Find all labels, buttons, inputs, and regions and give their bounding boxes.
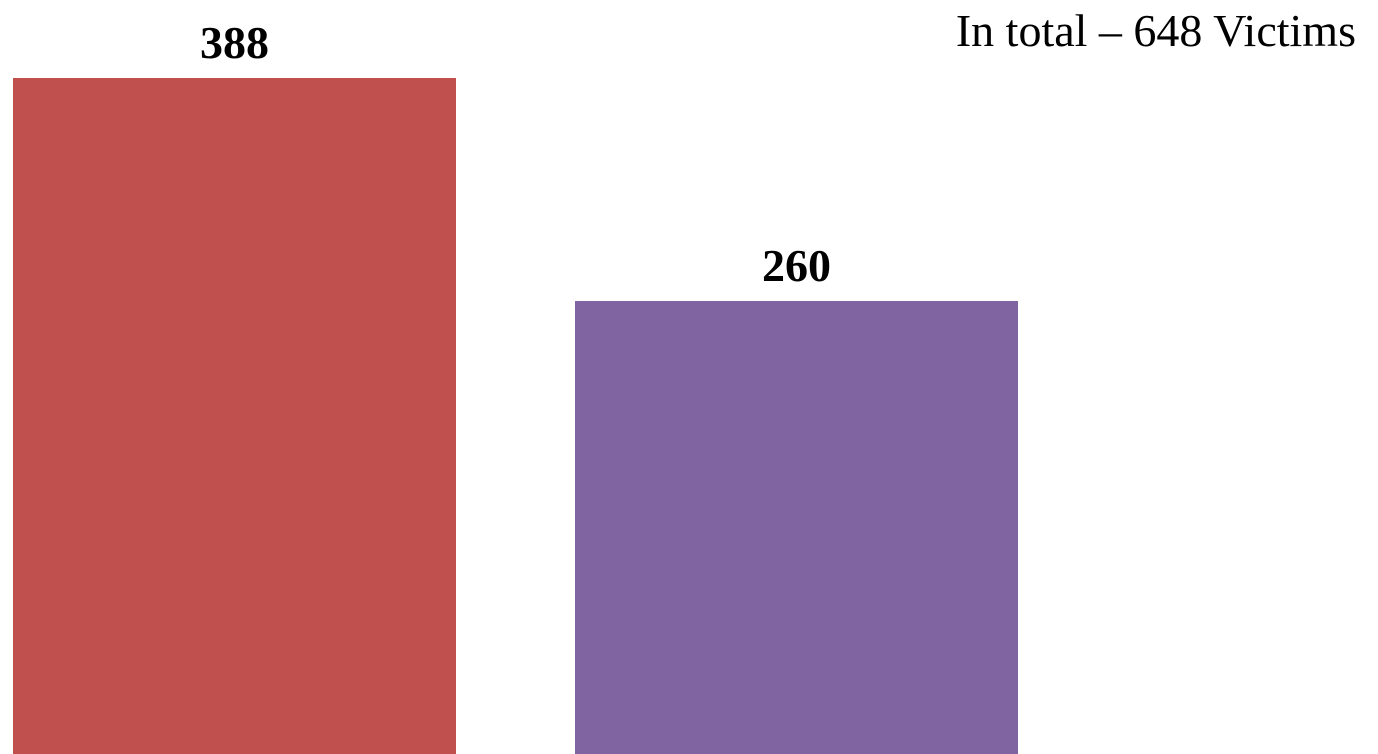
data-labels-group: 388 260 <box>200 17 831 291</box>
chart-title: In total – 648 Victims <box>956 5 1356 56</box>
bar-value-label-1: 388 <box>200 17 269 68</box>
bar-value-label-2: 260 <box>762 240 831 291</box>
bars-group <box>13 78 1018 754</box>
bar-2 <box>575 301 1018 754</box>
bar-1 <box>13 78 456 754</box>
